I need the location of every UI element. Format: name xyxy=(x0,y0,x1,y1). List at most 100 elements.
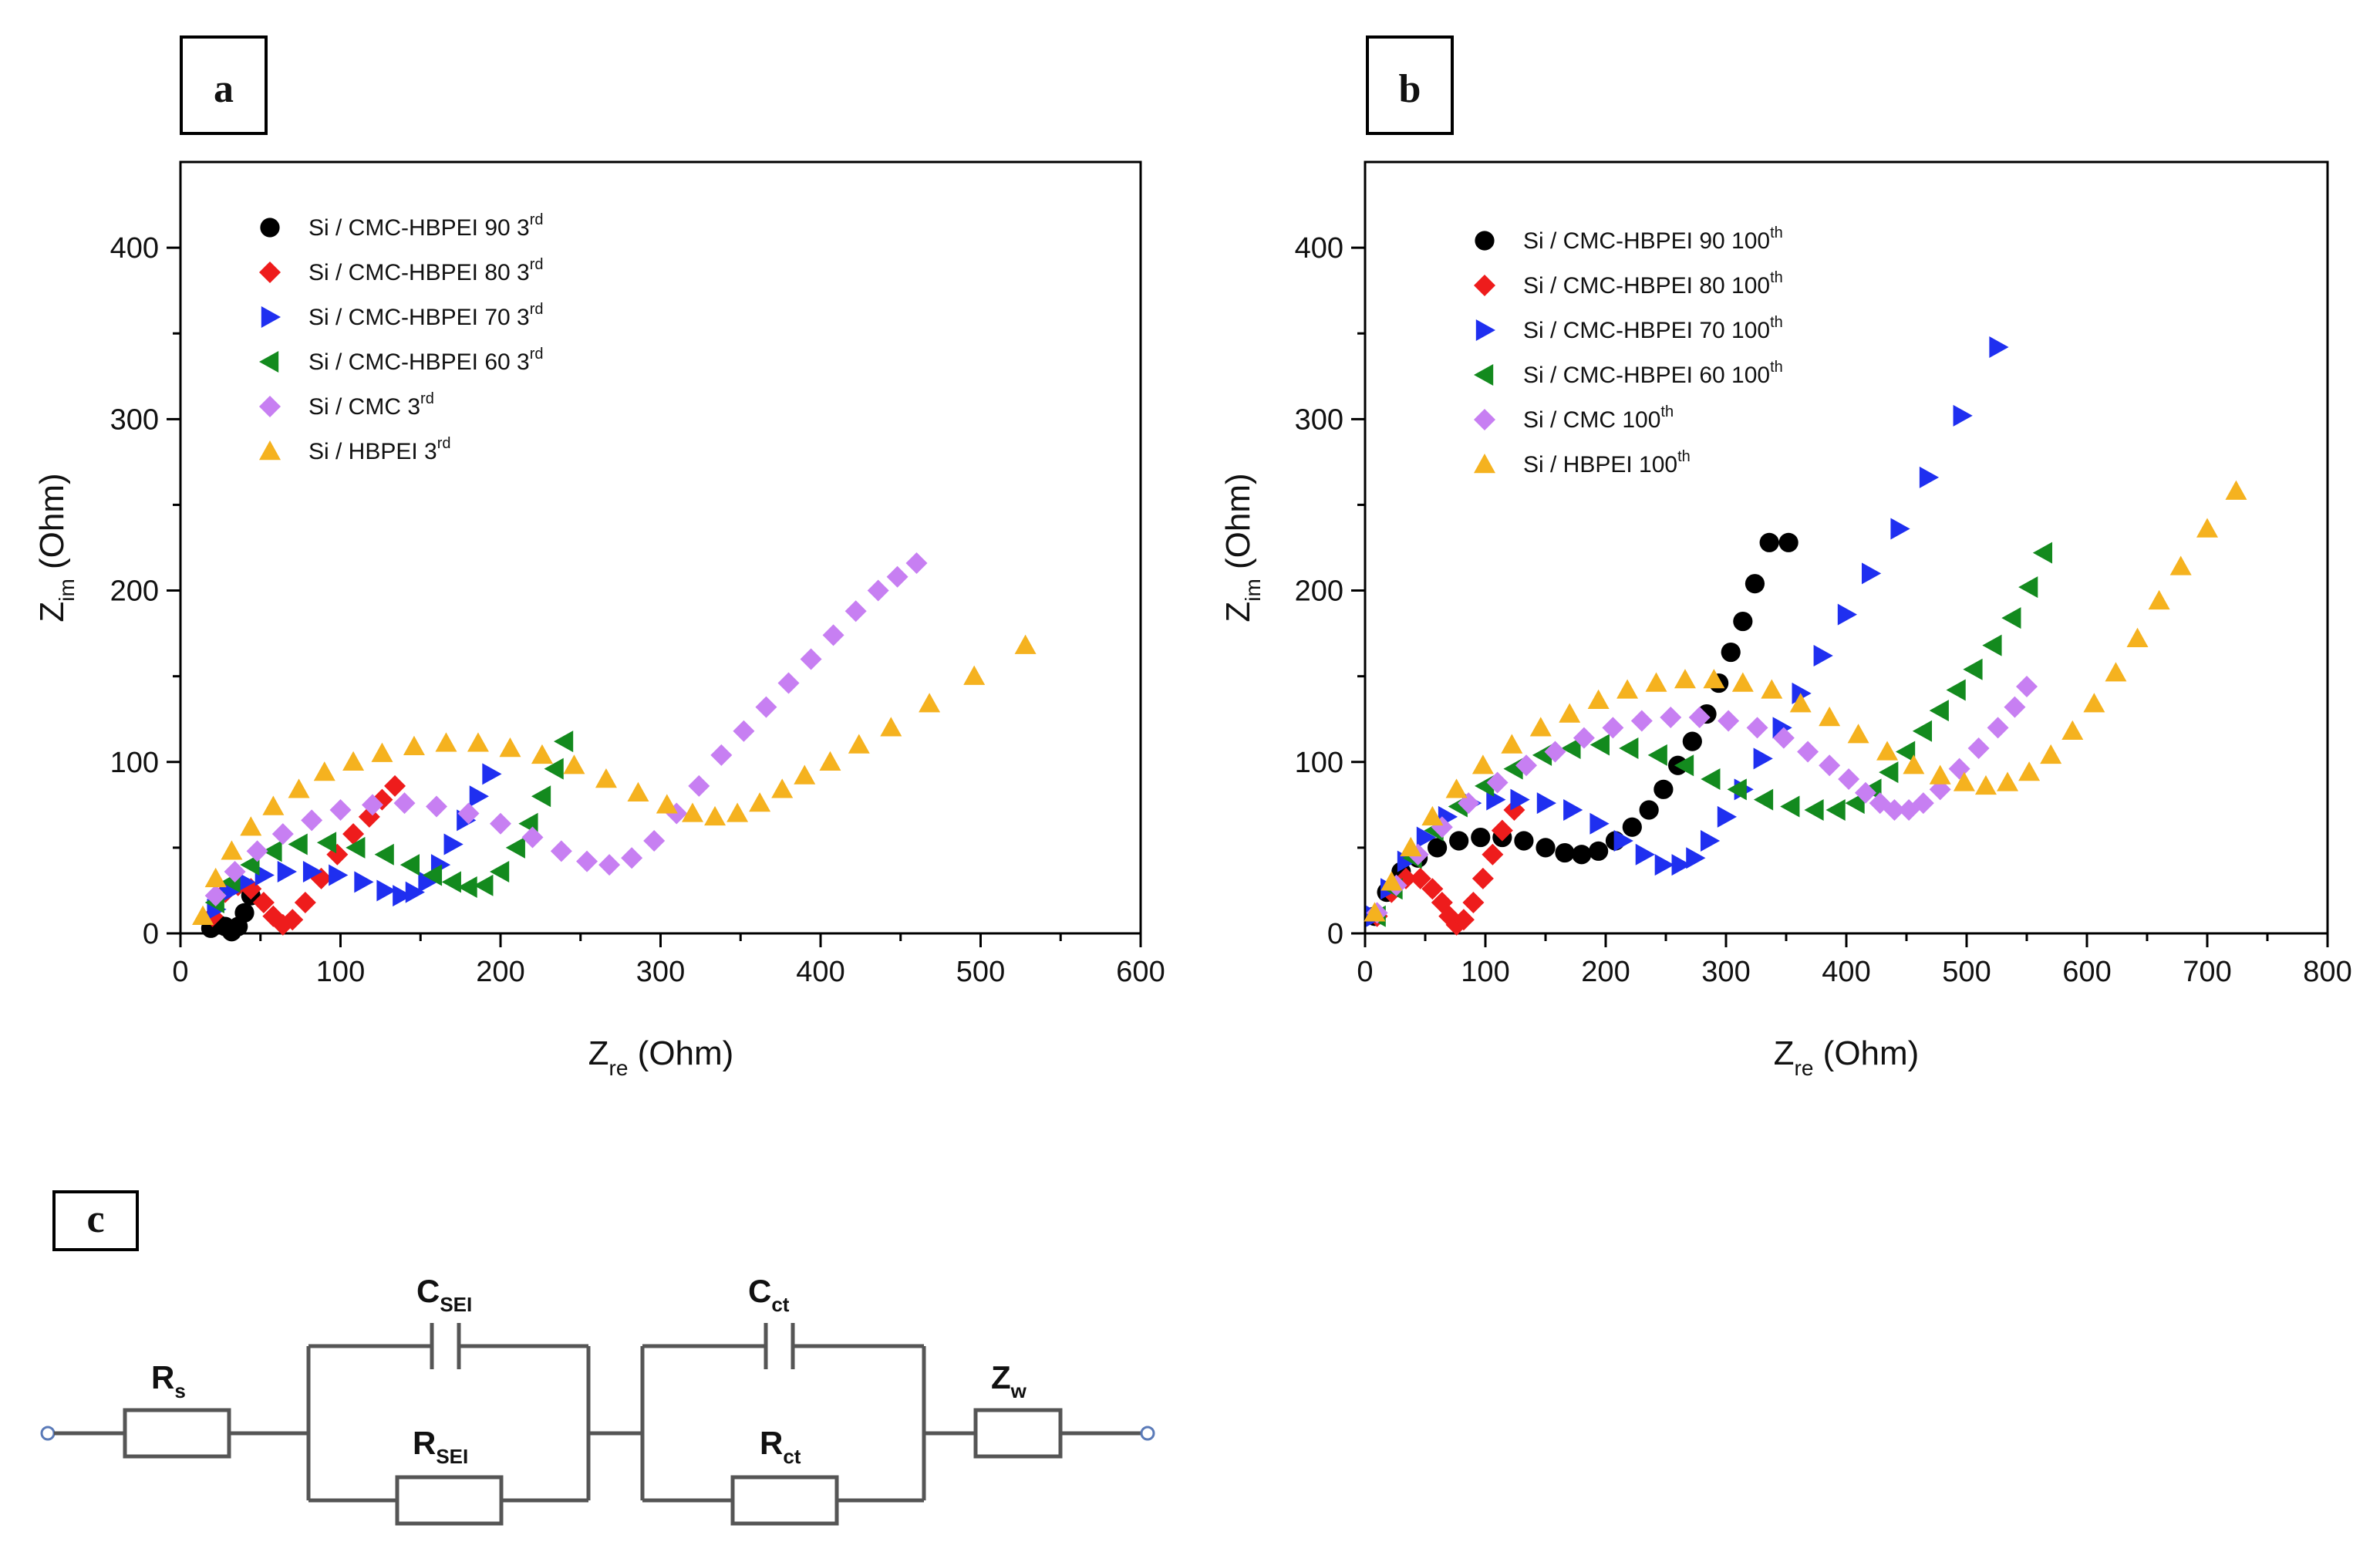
data-point xyxy=(316,832,337,854)
y-tick-label: 300 xyxy=(110,403,159,436)
y-tick-label: 100 xyxy=(110,747,159,779)
data-point xyxy=(576,850,598,872)
data-point xyxy=(399,854,420,876)
x-tick-label: 600 xyxy=(2062,956,2111,988)
data-point xyxy=(301,809,323,832)
data-point xyxy=(1409,867,1431,889)
data-point xyxy=(2105,662,2127,682)
data-point xyxy=(1912,720,1933,742)
legend-label-text: Si / CMC-HBPEI 80 3 xyxy=(308,260,530,285)
data-point xyxy=(1622,817,1642,837)
panel-letter-c: c xyxy=(86,1197,104,1241)
data-point xyxy=(1449,831,1469,851)
data-point xyxy=(1778,532,1798,552)
legend-marker xyxy=(1474,454,1495,474)
legend-marker xyxy=(1474,409,1495,430)
data-point xyxy=(1573,727,1595,749)
data-point xyxy=(1987,717,2009,739)
legend-label: Si / CMC-HBPEI 90 3rd xyxy=(308,211,544,241)
panel-letter-b: b xyxy=(1399,67,1421,111)
data-point xyxy=(1761,679,1783,699)
chart-a: 0 100 200 300 400 500 600 0 100 200 300 400 Si / CM… xyxy=(33,160,1165,1080)
legend-label: Si / HBPEI 3rd xyxy=(308,435,451,464)
data-point xyxy=(1660,707,1682,728)
data-point xyxy=(422,864,443,886)
data-point xyxy=(313,761,335,781)
data-point xyxy=(1797,741,1819,763)
legend-label-text: Si / CMC-HBPEI 70 100 xyxy=(1523,318,1770,343)
data-point xyxy=(252,892,275,913)
data-point xyxy=(621,847,643,869)
data-point xyxy=(598,854,621,876)
data-point xyxy=(1630,710,1653,732)
y-axis-title-a: Zim (Ohm) xyxy=(33,473,79,622)
data-point xyxy=(1717,805,1737,828)
legend-marker xyxy=(259,440,281,461)
legend-label-sup: rd xyxy=(530,256,544,273)
series-a-4 xyxy=(204,552,928,907)
data-point xyxy=(1589,734,1610,756)
data-point xyxy=(281,909,304,931)
circuit-labels: Rs CSEI RSEI Cct Rct Zw xyxy=(151,1273,1027,1468)
label-cct: Cct xyxy=(748,1273,790,1316)
data-point xyxy=(1896,741,1916,763)
data-point xyxy=(376,879,396,902)
legend-marker xyxy=(1475,231,1495,251)
data-point xyxy=(1421,805,1444,826)
data-point xyxy=(393,885,413,907)
y-tick-label: 400 xyxy=(110,232,159,265)
data-point xyxy=(288,833,308,855)
legend-label-text: Si / CMC-HBPEI 60 100 xyxy=(1523,363,1770,388)
data-point xyxy=(1452,909,1475,931)
y-tick-label: 0 xyxy=(1327,918,1343,950)
data-point xyxy=(1847,724,1869,744)
data-point xyxy=(1563,799,1583,821)
data-point xyxy=(1772,727,1795,749)
series-b-3 xyxy=(1366,542,2053,927)
data-point xyxy=(1953,404,1973,427)
data-point xyxy=(499,737,521,758)
data-point xyxy=(2016,676,2038,697)
data-point xyxy=(963,665,986,685)
data-point xyxy=(1813,645,1833,666)
data-point xyxy=(302,861,323,882)
data-point xyxy=(1819,707,1841,727)
data-point xyxy=(246,840,268,862)
data-point xyxy=(905,552,928,574)
data-point xyxy=(1792,682,1812,704)
x-tick-label: 300 xyxy=(636,956,685,988)
data-point xyxy=(2148,589,2170,610)
data-point xyxy=(255,864,275,886)
data-point xyxy=(418,871,438,893)
data-point xyxy=(1759,532,1779,552)
data-point xyxy=(1602,717,1624,739)
data-point xyxy=(277,861,297,882)
data-point xyxy=(240,854,260,876)
chart-b: 0 100 200 300 400 500 600 700 800 0 100 200 300 400 S… xyxy=(1219,160,2352,1080)
legend-label: Si / CMC-HBPEI 60 100th xyxy=(1523,359,1783,388)
legend-marker xyxy=(261,306,281,328)
data-point xyxy=(1746,717,1768,739)
data-point xyxy=(1654,779,1674,799)
x-tick-label: 800 xyxy=(2303,956,2351,988)
data-point xyxy=(234,903,255,923)
label-zw: Zw xyxy=(991,1359,1027,1402)
data-point xyxy=(595,768,617,788)
data-point xyxy=(688,774,710,797)
data-point xyxy=(1721,642,1741,663)
legend-label-sup: rd xyxy=(530,211,544,228)
data-point xyxy=(384,774,406,797)
data-point xyxy=(441,871,461,893)
data-point xyxy=(1587,689,1610,709)
y-axis-title-b: Zim (Ohm) xyxy=(1219,473,1265,622)
x-tick-label: 600 xyxy=(1116,956,1165,988)
panel-label-a: a xyxy=(180,35,268,135)
data-point xyxy=(2083,693,2105,713)
data-point xyxy=(505,836,525,859)
x-tick-label: 0 xyxy=(1357,956,1373,988)
legend-label-sup: rd xyxy=(530,346,544,363)
data-point xyxy=(1674,669,1696,689)
legend-label-text: Si / HBPEI 100 xyxy=(1523,452,1677,477)
data-point xyxy=(1854,781,1876,804)
legend-label: Si / CMC-HBPEI 70 3rd xyxy=(308,301,544,330)
